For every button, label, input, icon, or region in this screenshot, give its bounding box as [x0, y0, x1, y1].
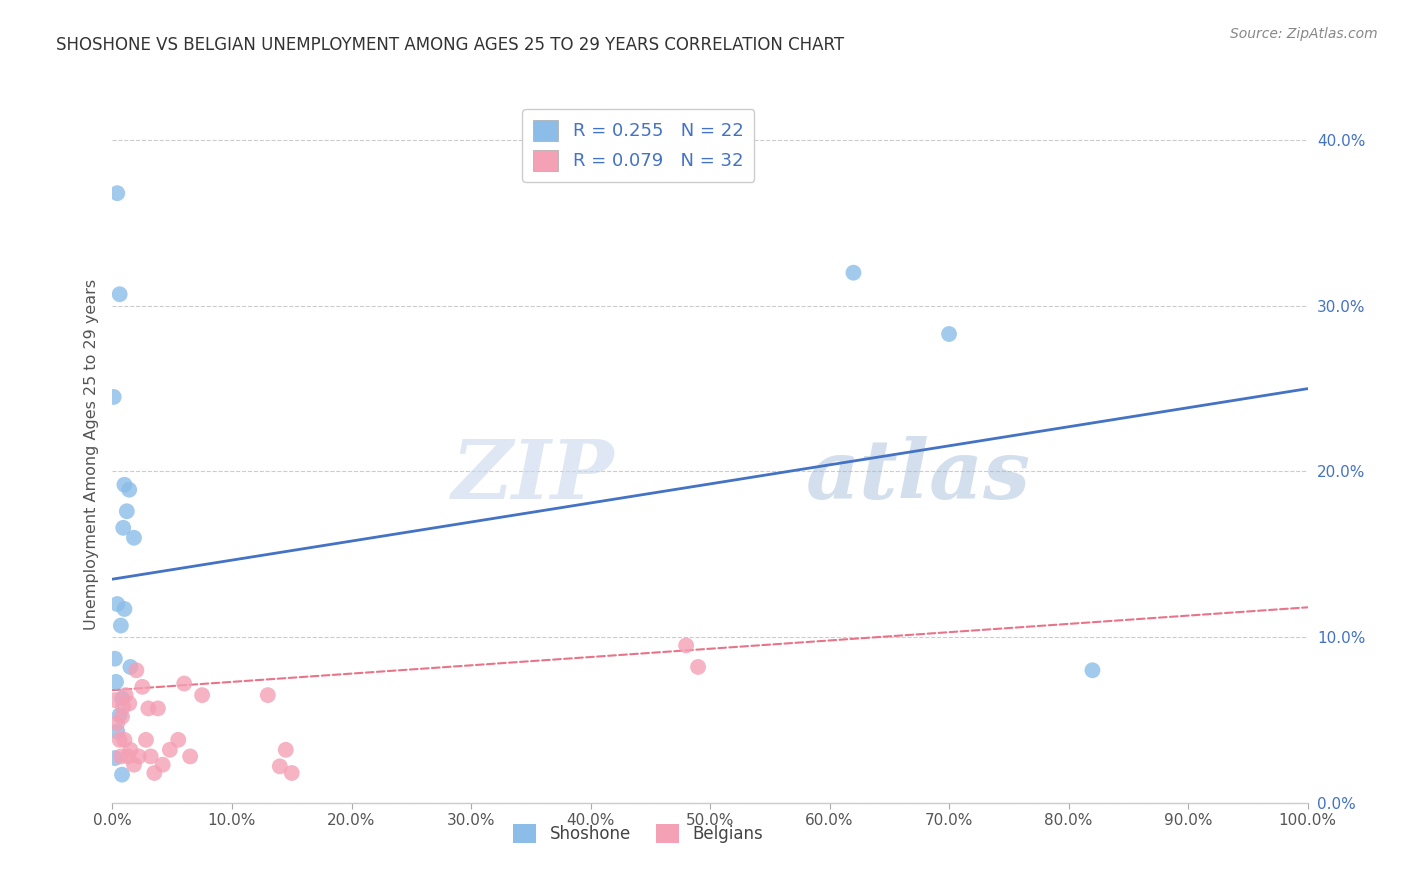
Point [146, 701, 169, 715]
Point [938, 326, 960, 341]
Point [159, 743, 181, 757]
Point [104, 651, 127, 665]
Point [110, 618, 132, 632]
Text: Source: ZipAtlas.com: Source: ZipAtlas.com [1230, 27, 1378, 41]
Text: SHOSHONE VS BELGIAN UNEMPLOYMENT AMONG AGES 25 TO 29 YEARS CORRELATION CHART: SHOSHONE VS BELGIAN UNEMPLOYMENT AMONG A… [56, 36, 845, 54]
Legend: Shoshone, Belgians: Shoshone, Belgians [506, 818, 770, 850]
Point [111, 767, 134, 781]
Point [103, 390, 125, 404]
Point [122, 531, 145, 545]
Point [108, 287, 131, 301]
Point [274, 743, 297, 757]
Point [114, 602, 135, 616]
Point [125, 663, 148, 677]
Point [675, 639, 697, 653]
Point [108, 708, 131, 723]
Point [105, 597, 128, 611]
Point [104, 693, 127, 707]
Point [173, 676, 195, 690]
Point [122, 757, 145, 772]
Point [104, 751, 127, 765]
Text: ZIP: ZIP [451, 436, 614, 516]
Point [118, 697, 141, 711]
Point [257, 688, 280, 702]
Point [105, 724, 128, 739]
Point [281, 766, 304, 780]
Point [120, 660, 142, 674]
Text: atlas: atlas [806, 436, 1031, 516]
Point [105, 716, 128, 731]
Point [131, 680, 153, 694]
Point [114, 688, 136, 702]
Point [115, 504, 138, 518]
Point [191, 688, 214, 702]
Point [1081, 663, 1104, 677]
Point [114, 477, 135, 491]
Point [143, 766, 166, 780]
Point [111, 691, 134, 706]
Point [105, 674, 128, 689]
Point [139, 749, 162, 764]
Point [108, 732, 131, 747]
Point [842, 266, 865, 280]
Point [135, 732, 157, 747]
Point [112, 521, 135, 535]
Point [269, 759, 291, 773]
Point [111, 709, 134, 723]
Point [167, 732, 190, 747]
Point [179, 749, 201, 764]
Point [114, 732, 135, 747]
Point [118, 483, 141, 497]
Point [120, 743, 142, 757]
Point [110, 749, 132, 764]
Point [152, 757, 174, 772]
Point [128, 749, 150, 764]
Point [112, 699, 135, 714]
Y-axis label: Unemployment Among Ages 25 to 29 years: Unemployment Among Ages 25 to 29 years [83, 279, 98, 631]
Point [105, 186, 128, 201]
Point [138, 701, 160, 715]
Point [688, 660, 710, 674]
Point [117, 749, 139, 764]
